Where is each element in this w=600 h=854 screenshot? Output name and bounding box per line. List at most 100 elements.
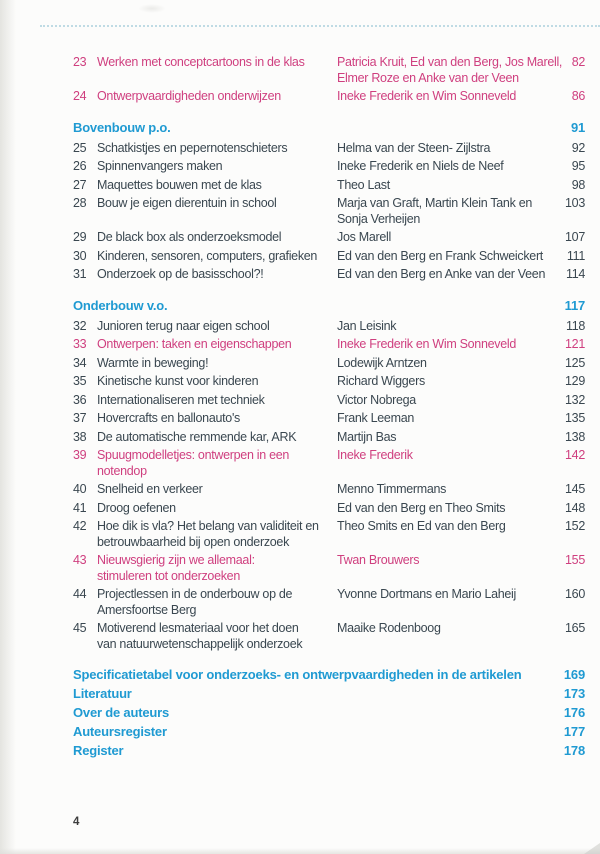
entry-number: 34 [73,355,87,370]
entry-page: 145 [565,482,585,496]
toc-entry: 40 Snelheid en verkeer Menno Timmermans … [73,482,585,498]
entry-number: 31 [73,267,87,281]
scan-smudge [138,4,166,13]
entry-title: Kinetische kunst voor kinderen [97,374,259,388]
entry-title: Schatkistjes en pepernotenschieters [97,140,288,155]
toc-entry: 37 Hovercrafts en ballonauto's Frank Lee… [73,411,585,427]
entry-page: 135 [565,411,585,425]
entry-page: 125 [565,355,585,370]
backmatter-page: 177 [563,724,585,739]
entry-authors: Richard Wiggers [337,374,425,388]
entry-page: 152 [565,519,585,533]
entry-page: 129 [565,374,585,388]
toc-entry: 23 Werken met conceptcartoons in de klas… [73,55,585,86]
entry-number: 39 [73,448,87,462]
entry-authors: Maaike Rodenboog [337,621,441,635]
entry-title: Spuugmodelletjes: ontwerpen in een noten… [97,448,290,478]
backmatter-entry: Auteursregister 177 [73,724,585,740]
entry-authors: Ed van den Berg en Anke van der Veen [337,267,546,281]
entry-number: 28 [73,196,87,210]
entry-title: Bouw je eigen dierentuin in school [97,196,277,210]
entry-number: 38 [73,429,87,444]
entry-page: 111 [566,248,585,263]
entry-number: 32 [73,318,87,333]
entry-number: 35 [73,374,87,388]
entry-title: Hovercrafts en ballonauto's [97,411,240,425]
entry-authors: Jan Leisink [337,318,397,333]
entry-page: 103 [565,196,585,210]
entry-title: Ontwerpvaardigheden onderwijzen [97,89,281,103]
entry-title: Spinnenvangers maken [97,159,223,173]
entry-number: 24 [73,89,87,103]
toc-entry: 35 Kinetische kunst voor kinderen Richar… [73,374,585,390]
entry-authors: Ineke Frederik en Wim Sonneveld [337,337,516,351]
entry-number: 29 [73,230,87,244]
entry-title: Internationaliseren met techniek [97,392,265,407]
entry-page: 142 [565,448,585,462]
entry-authors: Martijn Bas [337,429,397,444]
toc-entry: 27 Maquettes bouwen met de klas Theo Las… [73,178,585,194]
toc-entry: 31 Onderzoek op de basisschool?! Ed van … [73,267,585,283]
scan-left-edge-shadow [0,0,16,854]
scan-bottom-edge-shadow [0,848,600,854]
backmatter-entry: Register 178 [73,743,585,759]
entry-number: 25 [73,140,87,155]
entry-page: 92 [571,140,586,155]
toc-entry: 36 Internationaliseren met techniek Vict… [73,393,585,409]
toc-entry: 26 Spinnenvangers maken Ineke Frederik e… [73,159,585,175]
toc-entry: 38 De automatische remmende kar, ARK Mar… [73,430,585,446]
backmatter-section: Specificatietabel voor onderzoeks- en on… [73,667,585,759]
backmatter-entry: Over de auteurs 176 [73,705,585,721]
entry-authors: Victor Nobrega [337,392,416,407]
entry-title: Snelheid en verkeer [97,482,203,496]
entry-authors: Helma van der Steen- Zijlstra [337,140,491,155]
entry-authors: Ineke Frederik [337,448,413,462]
entry-page: 165 [565,621,585,635]
entry-title: Maquettes bouwen met de klas [97,177,262,192]
toc-entry: 24 Ontwerpvaardigheden onderwijzen Ineke… [73,89,585,105]
toc-entry: 44 Projectlessen in de onderbouw op de A… [73,587,585,618]
entry-page: 160 [565,587,585,601]
entry-title: Kinderen, sensoren, computers, grafieken [97,248,318,263]
entry-page: 82 [571,55,586,69]
entry-page: 114 [565,267,585,281]
entry-title: Droog oefenen [97,500,176,515]
toc-entry: 32 Junioren terug naar eigen school Jan … [73,319,585,335]
entry-page: 86 [571,89,586,103]
backmatter-title: Specificatietabel voor onderzoeks- en on… [73,667,522,682]
entry-page: 148 [565,500,585,515]
backmatter-page: 178 [563,743,585,758]
entry-title: Projectlessen in de onderbouw op de Amer… [97,587,293,617]
entry-authors: Menno Timmermans [337,482,447,496]
toc-entry: 25 Schatkistjes en pepernotenschieters H… [73,141,585,157]
entry-page: 155 [565,553,585,567]
entry-authors: Twan Brouwers [337,553,420,567]
entry-title: Motiverend lesmateriaal voor het doen va… [97,621,303,651]
backmatter-title: Register [73,743,124,758]
toc-entry: 29 De black box als onderzoeksmodel Jos … [73,230,585,246]
entry-title: Junioren terug naar eigen school [97,318,270,333]
entry-authors: Jos Marell [337,230,391,244]
backmatter-title: Literatuur [73,686,132,701]
backmatter-entry: Literatuur 173 [73,686,585,702]
entry-authors: Theo Smits en Ed van den Berg [337,519,506,533]
entry-title: Warmte in beweging! [97,355,209,370]
backmatter-title: Auteursregister [73,724,167,739]
entry-number: 33 [73,337,87,351]
toc-entry: 34 Warmte in beweging! Lodewijk Arntzen … [73,356,585,372]
entry-page: 98 [571,177,586,192]
entry-authors: Ineke Frederik en Wim Sonneveld [337,89,516,103]
entry-page: 118 [565,318,585,333]
section-header: Onderbouw v.o. 117 [73,298,585,314]
section-title: Onderbouw v.o. [73,297,168,313]
header-dotted-rule [40,25,600,27]
entry-page: 121 [565,337,585,351]
toc-entry: 42 Hoe dik is vla? Het belang van validi… [73,519,585,550]
entry-authors: Patricia Kruit, Ed van den Berg, Jos Mar… [337,55,563,85]
entry-number: 23 [73,55,87,69]
backmatter-page: 173 [563,686,585,701]
entry-page: 138 [565,429,585,444]
entry-authors: Yvonne Dortmans en Mario Laheij [337,587,516,601]
entry-authors: Marja van Graft, Martin Klein Tank en So… [337,196,533,226]
toc-entry: 45 Motiverend lesmateriaal voor het doen… [73,621,585,652]
